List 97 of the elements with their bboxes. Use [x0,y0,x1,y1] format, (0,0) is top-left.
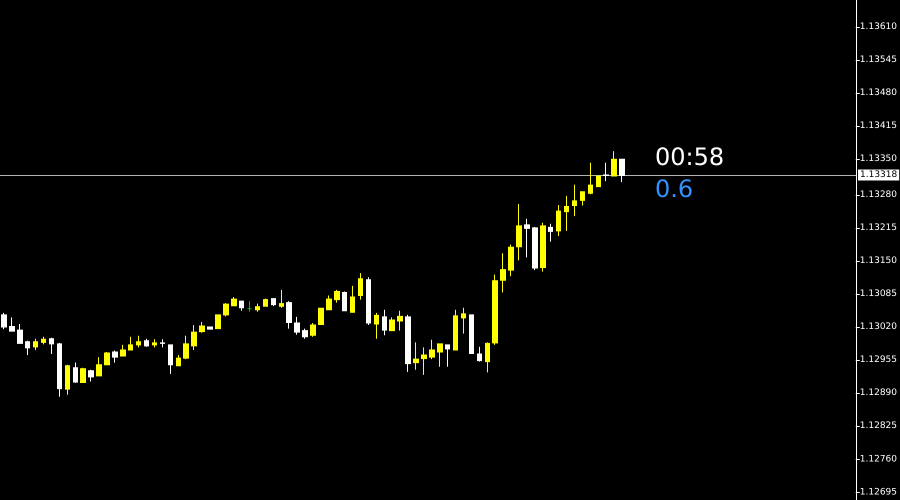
candlestick [73,362,78,384]
candlestick [572,184,577,217]
candlestick [382,309,387,336]
candlestick [302,328,308,340]
candlestick [477,346,482,362]
candlestick [397,310,403,332]
candlestick [342,290,347,312]
candlestick [207,326,213,330]
candlestick [469,314,474,355]
candlestick [239,300,244,312]
candlestick [374,312,379,340]
candlestick [445,344,450,368]
y-tick-label: 1.13085 [860,289,897,299]
y-tick-label: 1.12695 [860,487,897,498]
candlestick [271,298,276,307]
candlestick [112,350,118,364]
candlestick [17,324,23,344]
candlestick [500,252,506,293]
y-tick-label: 1.13150 [860,256,898,266]
candlestick [96,356,102,377]
candlestick [366,276,371,326]
candlestick [294,316,300,336]
candlestick [286,300,292,330]
candlestick [516,203,522,261]
candlestick [120,344,126,358]
candlestick [603,162,609,182]
candlestick [25,340,30,356]
y-tick-label: 1.13280 [860,190,898,200]
candlestick [191,324,197,350]
candlestick [588,162,593,195]
candlestick [358,272,363,300]
candlestick [389,316,395,332]
y-tick-label: 1.12825 [860,421,897,432]
candlestick [437,342,443,368]
candlestick [318,307,324,326]
y-tick-label: 1.13415 [860,121,897,132]
candlestick [279,289,284,308]
candlestick [183,335,189,360]
candlestick [231,296,237,307]
candlestick [247,300,252,312]
y-tick-label: 1.13020 [860,322,898,332]
candlestick [548,223,553,242]
candlestick [1,312,7,330]
candlestick [310,322,316,338]
candlestick [619,158,625,183]
candlestick [255,303,260,312]
candlestick [152,338,157,348]
candlestick [540,222,546,272]
candlestick [104,351,110,366]
y-tick-label: 1.13545 [860,55,897,66]
candlestick [556,204,561,237]
candlestick [88,369,94,382]
candlestick [176,354,181,367]
candlestick [80,367,86,384]
y-tick-label: 1.12890 [860,388,898,398]
candlestick [596,174,601,188]
candlestick [168,344,173,374]
candlestick [611,150,617,177]
candlestick [461,307,466,334]
y-tick-label: 1.13480 [860,88,898,98]
candlestick [492,274,498,346]
candlestick [421,346,427,376]
candlestick [65,364,70,396]
candlestick [532,226,538,271]
y-tick-label: 1.13610 [860,22,898,32]
candlestick [9,316,15,332]
candlestick [580,190,585,206]
y-tick-label: 1.13215 [860,222,897,233]
candlestick [57,342,62,398]
candlestick [405,314,411,372]
candlestick [453,309,458,351]
candlestick [136,335,141,348]
candlestick [508,244,514,277]
candlestick [49,337,54,355]
annotation: 00:58 [655,143,724,171]
candlestick [215,314,221,330]
candlestick [128,336,133,351]
candlestick [41,336,46,345]
ref-line-label: 1.13318 [860,170,898,180]
candlestick [160,338,165,348]
candlestick [485,342,490,373]
y-tick-label: 1.12760 [860,454,898,464]
candlestick [564,195,569,232]
candlestick [33,338,38,350]
candlestick [326,295,332,311]
candlestick [334,289,340,304]
candlestick [199,321,205,334]
candlestick [413,342,419,370]
y-tick-label: 1.12955 [860,355,897,366]
annotation: 0.6 [655,175,694,203]
candlestick [429,339,435,360]
candlestick [350,285,355,314]
candlestick [144,338,149,348]
y-tick-label: 1.13350 [860,154,898,164]
candlestick [524,218,530,258]
candlestick [223,302,229,317]
candlestick [263,298,268,308]
